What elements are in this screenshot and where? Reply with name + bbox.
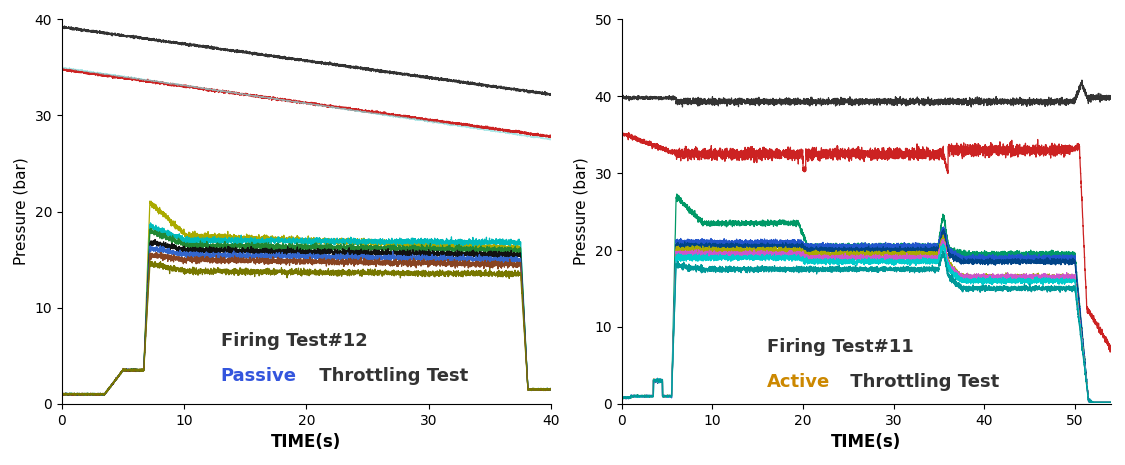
Y-axis label: Pressure (bar): Pressure (bar) [14, 158, 29, 266]
X-axis label: TIME(s): TIME(s) [271, 433, 342, 451]
Text: Throttling Test: Throttling Test [844, 373, 999, 391]
Text: Throttling Test: Throttling Test [313, 367, 468, 385]
Text: Firing Test#12: Firing Test#12 [220, 332, 368, 350]
Text: Firing Test#11: Firing Test#11 [767, 339, 914, 357]
X-axis label: TIME(s): TIME(s) [831, 433, 901, 451]
Text: Passive: Passive [220, 367, 297, 385]
Y-axis label: Pressure (bar): Pressure (bar) [574, 158, 588, 266]
Text: Active: Active [767, 373, 830, 391]
